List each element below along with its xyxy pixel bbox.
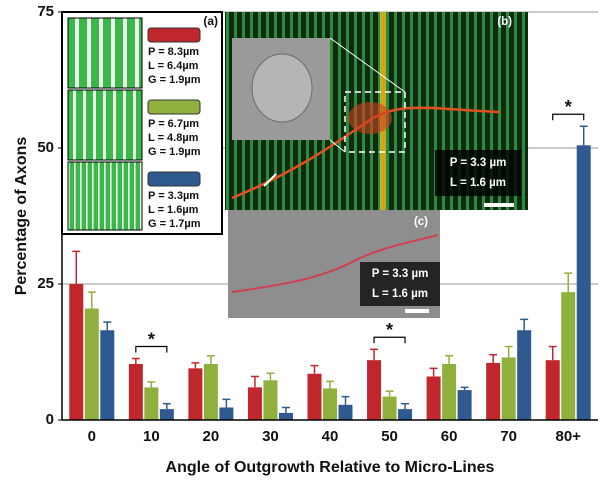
panel-b-image bbox=[225, 12, 528, 210]
error-bar bbox=[281, 406, 290, 413]
bar bbox=[144, 387, 159, 420]
x-tick-label: 80+ bbox=[555, 428, 581, 445]
axes bbox=[61, 12, 598, 421]
error-bar bbox=[103, 321, 112, 331]
error-bar bbox=[429, 367, 438, 377]
y-tick-label: 25 bbox=[37, 275, 54, 292]
legend-swatch bbox=[147, 27, 201, 43]
bar bbox=[247, 387, 262, 420]
x-tick-label: 20 bbox=[203, 428, 220, 445]
bar bbox=[382, 396, 397, 420]
panel-c-image bbox=[228, 210, 440, 318]
error-bar bbox=[385, 390, 394, 397]
error-bar bbox=[341, 395, 350, 405]
error-bar bbox=[326, 380, 334, 389]
error-bar bbox=[162, 402, 171, 410]
bar bbox=[69, 284, 84, 420]
bar bbox=[219, 407, 234, 420]
panel-label: (a) bbox=[203, 14, 218, 28]
error-bar bbox=[370, 348, 379, 361]
legend-label: P = 3.3µm bbox=[148, 190, 199, 202]
inset-text: L = 1.6 µm bbox=[372, 288, 428, 300]
bar bbox=[188, 368, 203, 420]
y-tick-label: 50 bbox=[37, 139, 54, 156]
panel-label: (b) bbox=[497, 16, 512, 28]
bar bbox=[517, 330, 532, 420]
legend-detail: G = 1.9µm bbox=[148, 74, 201, 86]
x-tick-label: 0 bbox=[88, 428, 96, 445]
error-bar bbox=[72, 250, 81, 284]
significance-label: * bbox=[565, 97, 572, 117]
error-bar bbox=[579, 125, 588, 146]
bar bbox=[159, 409, 174, 420]
legend-detail: L = 1.6µm bbox=[148, 204, 199, 216]
y-tick-label: 75 bbox=[37, 3, 54, 20]
bar bbox=[442, 363, 457, 420]
bar bbox=[100, 330, 115, 420]
error-bar bbox=[206, 355, 215, 364]
x-axis-label: Angle of Outgrowth Relative to Micro-Lin… bbox=[166, 459, 495, 476]
bar bbox=[128, 363, 143, 420]
legend-label: P = 8.3µm bbox=[148, 46, 199, 58]
legend-detail: L = 4.8µm bbox=[148, 132, 199, 144]
error-bar bbox=[445, 355, 454, 364]
x-tick-label: 70 bbox=[500, 428, 517, 445]
legend-detail: L = 6.4µm bbox=[148, 60, 199, 72]
bar bbox=[263, 380, 278, 420]
bar bbox=[576, 145, 591, 420]
legend-swatch bbox=[147, 171, 201, 187]
bar bbox=[501, 357, 516, 420]
error-bar bbox=[266, 372, 275, 381]
panel-a-legend bbox=[61, 11, 223, 235]
bar bbox=[323, 388, 337, 420]
legend-swatch bbox=[147, 99, 201, 115]
error-bar bbox=[87, 291, 96, 309]
bar bbox=[561, 292, 576, 420]
bar bbox=[426, 376, 441, 420]
bar bbox=[203, 363, 218, 420]
x-tick-label: 50 bbox=[381, 428, 398, 445]
error-bar bbox=[131, 357, 140, 364]
bar bbox=[307, 373, 322, 420]
error-bar bbox=[222, 398, 231, 408]
error-bar bbox=[460, 386, 469, 391]
y-axis-label: Percentage of Axons bbox=[13, 137, 30, 296]
x-tick-label: 40 bbox=[322, 428, 339, 445]
significance-bracket bbox=[135, 345, 168, 353]
bar bbox=[367, 360, 382, 420]
bar bbox=[398, 409, 413, 420]
inset-text: L = 1.6 µm bbox=[450, 177, 506, 189]
bar bbox=[486, 362, 501, 420]
legend-label: P = 6.7µm bbox=[148, 118, 199, 130]
error-bar bbox=[147, 381, 156, 388]
x-tick-label: 10 bbox=[143, 428, 160, 445]
error-bar bbox=[564, 272, 573, 293]
significance-bracket bbox=[373, 336, 406, 344]
significance-bracket bbox=[552, 113, 585, 121]
bar bbox=[338, 404, 353, 420]
significance-label: * bbox=[148, 329, 155, 349]
inset-text: P = 3.3 µm bbox=[450, 157, 507, 169]
error-bar bbox=[401, 402, 410, 410]
x-tick-label: 60 bbox=[441, 428, 458, 445]
error-bar bbox=[489, 353, 498, 363]
panel-label: (c) bbox=[414, 216, 428, 228]
legend-detail: G = 1.7µm bbox=[148, 218, 201, 230]
significance-label: * bbox=[386, 320, 393, 340]
bar bbox=[545, 360, 560, 420]
error-bar bbox=[310, 364, 319, 374]
error-bar bbox=[191, 362, 200, 369]
bar bbox=[457, 390, 472, 420]
legend-detail: G = 1.9µm bbox=[148, 146, 201, 158]
bar bbox=[278, 412, 293, 420]
y-tick-label: 0 bbox=[46, 411, 54, 428]
error-bar bbox=[548, 345, 557, 361]
error-bar bbox=[504, 345, 513, 358]
inset-text: P = 3.3 µm bbox=[372, 268, 429, 280]
bar bbox=[84, 308, 99, 420]
x-tick-label: 30 bbox=[262, 428, 279, 445]
error-bar bbox=[520, 318, 529, 331]
error-bar bbox=[250, 375, 259, 388]
